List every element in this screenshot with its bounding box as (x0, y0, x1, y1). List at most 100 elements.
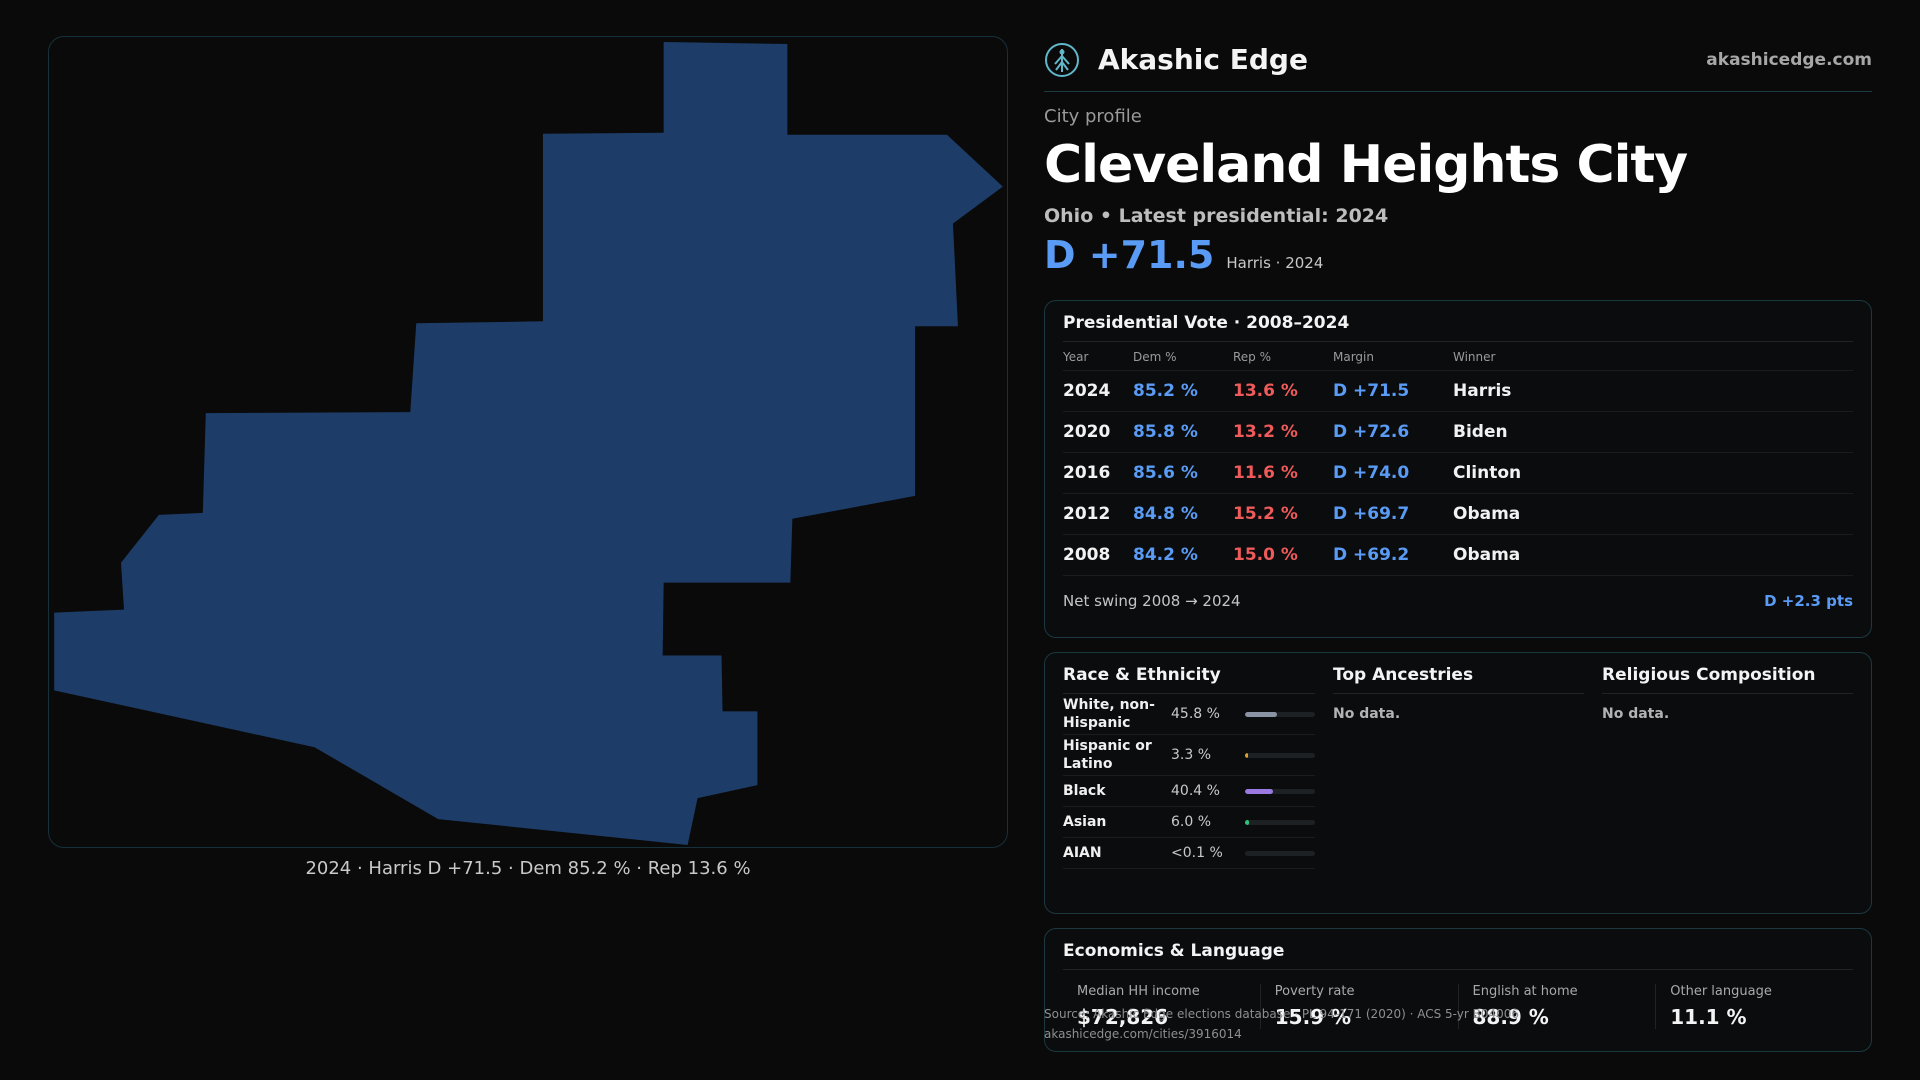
cell-winner: Harris (1453, 370, 1853, 412)
col-winner: Winner (1453, 342, 1853, 371)
margin-note: Harris · 2024 (1226, 254, 1324, 272)
table-row: 2024 85.2 % 13.6 % D +71.5 Harris (1063, 370, 1853, 412)
race-value: <0.1 % (1171, 845, 1223, 861)
col-year: Year (1063, 342, 1133, 371)
race-ethnicity-section: Race & Ethnicity White, non-Hispanic 45.… (1063, 665, 1315, 901)
race-bar (1245, 819, 1315, 825)
ancestries-title: Top Ancestries (1333, 665, 1584, 694)
swing-label: Net swing 2008 → 2024 (1063, 592, 1241, 610)
city-boundary-map (54, 41, 1003, 846)
source-note: Source: Akashic Edge elections database … (1044, 1007, 1520, 1021)
table-row: 2008 84.2 % 15.0 % D +69.2 Obama (1063, 534, 1853, 576)
cell-margin: D +74.0 (1333, 452, 1453, 494)
econ-label: Poverty rate (1274, 984, 1355, 999)
econ-cell: Median HH income $72,826 (1063, 984, 1260, 1029)
econ-label: Other language (1670, 984, 1772, 999)
race-row: Asian 6.0 % (1063, 807, 1315, 838)
race-row: AIAN <0.1 % (1063, 838, 1315, 869)
cell-margin: D +72.6 (1333, 411, 1453, 453)
race-bar-fill (1245, 788, 1274, 794)
race-label: Black (1063, 783, 1106, 799)
race-value: 6.0 % (1171, 814, 1212, 830)
econ-value: 15.9 % (1274, 1005, 1352, 1029)
race-value: 40.4 % (1171, 783, 1220, 799)
econ-grid: Median HH income $72,826 Poverty rate 15… (1063, 984, 1853, 1029)
col-dem: Dem % (1133, 342, 1233, 371)
page-link[interactable]: akashicedge.com/cities/3916014 (1044, 1027, 1242, 1041)
header: Akashic Edge akashicedge.com (1044, 36, 1872, 92)
econ-value: $72,826 (1077, 1005, 1169, 1029)
econ-cell: Other language 11.1 % (1655, 984, 1853, 1029)
cell-year: 2020 (1063, 411, 1133, 453)
page-kicker: City profile (1044, 106, 1142, 127)
econ-cell: Poverty rate 15.9 % (1259, 984, 1458, 1029)
race-bar-fill (1245, 752, 1248, 758)
cell-winner: Biden (1453, 411, 1853, 453)
econ-label: English at home (1472, 984, 1578, 999)
econ-cell: English at home 88.9 % (1457, 984, 1656, 1029)
cell-rep: 15.0 % (1233, 534, 1333, 576)
race-bar-fill (1245, 711, 1278, 717)
ancestries-empty: No data. (1333, 706, 1401, 722)
page-subtitle: Ohio • Latest presidential: 2024 (1044, 205, 1389, 227)
cell-dem: 84.2 % (1133, 534, 1233, 576)
presidential-vote-card: Presidential Vote · 2008–2024 Year Dem %… (1044, 300, 1872, 638)
econ-value: 11.1 % (1670, 1005, 1747, 1029)
cell-winner: Obama (1453, 493, 1853, 535)
race-label: White, non-Hispanic (1063, 697, 1155, 731)
cell-winner: Clinton (1453, 452, 1853, 494)
race-label: Hispanic or Latino (1063, 738, 1152, 772)
demographics-card: Race & Ethnicity White, non-Hispanic 45.… (1044, 652, 1872, 914)
cell-rep: 11.6 % (1233, 452, 1333, 494)
religion-section: Religious Composition No data. (1602, 665, 1853, 901)
religion-empty: No data. (1602, 706, 1670, 722)
cell-margin: D +69.7 (1333, 493, 1453, 535)
econ-title: Economics & Language (1063, 941, 1853, 970)
econ-value: 88.9 % (1472, 1005, 1549, 1029)
table-row: 2016 85.6 % 11.6 % D +74.0 Clinton (1063, 452, 1853, 494)
race-bar (1245, 711, 1315, 717)
cell-dem: 85.6 % (1133, 452, 1233, 494)
footer: Source: Akashic Edge elections database … (1044, 1004, 1519, 1044)
table-row: 2012 84.8 % 15.2 % D +69.7 Obama (1063, 493, 1853, 535)
cell-rep: 15.2 % (1233, 493, 1333, 535)
cell-year: 2016 (1063, 452, 1133, 494)
cell-dem: 85.2 % (1133, 370, 1233, 412)
race-row: Black 40.4 % (1063, 776, 1315, 807)
economics-card: Economics & Language Median HH income $7… (1044, 928, 1872, 1052)
cell-year: 2024 (1063, 370, 1133, 412)
brand-url-link[interactable]: akashicedge.com (1706, 49, 1872, 70)
cell-year: 2008 (1063, 534, 1133, 576)
profile-panel: Akashic Edge akashicedge.com City profil… (1044, 36, 1872, 1052)
vote-card-title: Presidential Vote · 2008–2024 (1063, 313, 1853, 342)
table-row: 2020 85.8 % 13.2 % D +72.6 Biden (1063, 411, 1853, 453)
race-bar-fill (1245, 819, 1250, 825)
page-title: Cleveland Heights City (1044, 135, 1688, 195)
cell-dem: 84.8 % (1133, 493, 1233, 535)
race-row: Hispanic or Latino 3.3 % (1063, 735, 1315, 776)
race-value: 45.8 % (1171, 706, 1220, 722)
race-bar (1245, 752, 1315, 758)
cell-rep: 13.2 % (1233, 411, 1333, 453)
vote-table-header: Year Dem % Rep % Margin Winner (1063, 342, 1853, 371)
net-swing: Net swing 2008 → 2024 D +2.3 pts (1063, 592, 1853, 610)
cell-margin: D +71.5 (1333, 370, 1453, 412)
race-row: White, non-Hispanic 45.8 % (1063, 694, 1315, 735)
tree-logo-icon (1045, 42, 1079, 77)
brand[interactable]: Akashic Edge (1044, 42, 1308, 78)
cell-dem: 85.8 % (1133, 411, 1233, 453)
ancestries-section: Top Ancestries No data. (1333, 665, 1584, 901)
race-label: AIAN (1063, 845, 1102, 861)
race-value: 3.3 % (1171, 747, 1212, 763)
race-bar (1245, 850, 1315, 856)
cell-rep: 13.6 % (1233, 370, 1333, 412)
religion-title: Religious Composition (1602, 665, 1853, 694)
margin-value: D +71.5 (1044, 233, 1215, 277)
swing-value: D +2.3 pts (1764, 592, 1853, 610)
city-boundary-shape[interactable] (54, 41, 1003, 846)
race-title: Race & Ethnicity (1063, 665, 1315, 694)
cell-margin: D +69.2 (1333, 534, 1453, 576)
col-rep: Rep % (1233, 342, 1333, 371)
econ-label: Median HH income (1077, 984, 1200, 999)
brand-name: Akashic Edge (1098, 43, 1308, 76)
